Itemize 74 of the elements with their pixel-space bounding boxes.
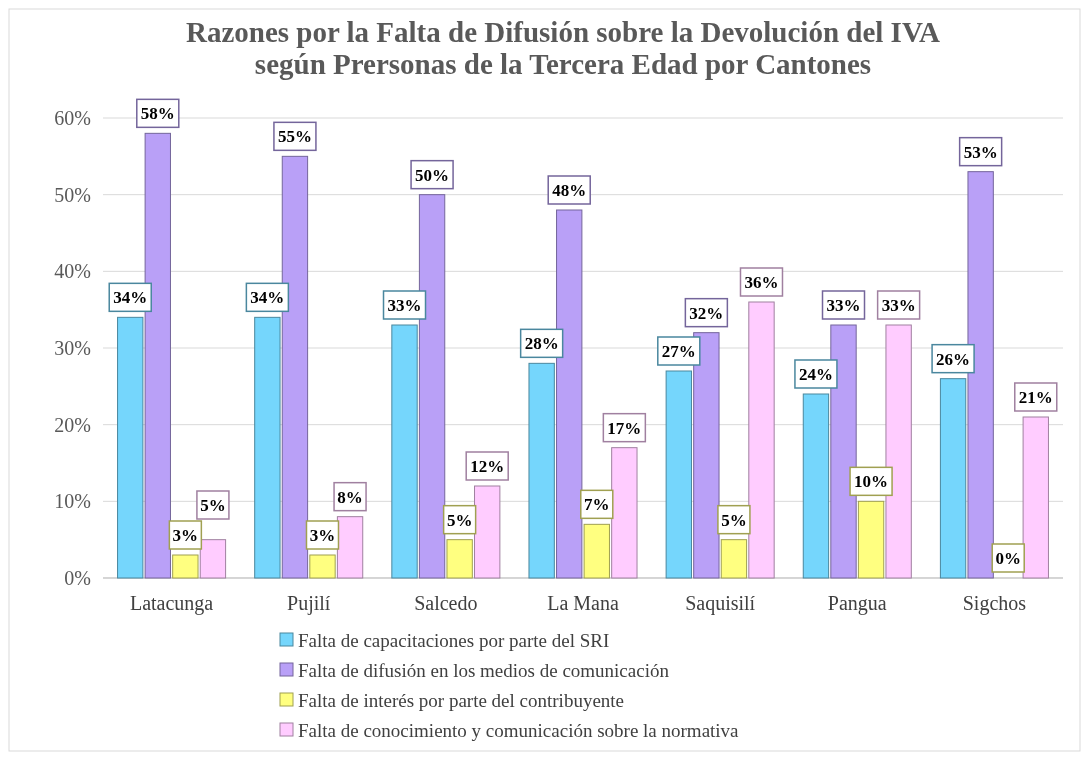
bar: [939, 378, 967, 579]
data-label: 5%: [721, 510, 747, 530]
bar: [309, 554, 336, 579]
data-label: 0%: [995, 548, 1021, 568]
y-tick-label: 40%: [54, 260, 91, 283]
bar: [748, 301, 775, 579]
y-tick-label: 20%: [54, 413, 91, 436]
legend-label: Falta de interés por parte del contribuyente: [298, 689, 625, 711]
bar: [474, 485, 501, 579]
data-label: 34%: [250, 288, 285, 308]
data-label: 5%: [446, 510, 473, 530]
bar: [556, 209, 583, 579]
bar: [885, 324, 912, 579]
x-tick-label: Pangua: [827, 592, 887, 615]
data-label: 34%: [113, 288, 148, 308]
bar: [830, 324, 857, 579]
bar: [1022, 416, 1049, 579]
bar: [802, 393, 830, 579]
y-tick-label: 60%: [54, 107, 91, 129]
legend-label: Falta de capacitaciones por parte del SRI: [298, 629, 610, 651]
data-label: 8%: [337, 487, 363, 507]
bar: [144, 132, 171, 579]
data-label: 21%: [1018, 387, 1053, 407]
bar: [967, 171, 994, 579]
data-label: 10%: [854, 472, 889, 492]
bar: [611, 447, 638, 579]
x-tick-label: Saquisilí: [685, 592, 756, 615]
chart-title: Razones por la Falta de Difusión sobre la Devolución del IVA según Prersonas de la Tercera Edad por Cantones: [185, 16, 941, 80]
data-label: 48%: [552, 180, 587, 200]
bar: [583, 523, 610, 579]
bar: [172, 554, 199, 579]
y-tick-label: 50%: [54, 183, 91, 206]
bar: [391, 324, 418, 579]
bar: [254, 316, 281, 579]
data-label: 36%: [744, 272, 779, 292]
legend-label: Falta de conocimiento y comunicación sobre la normativa: [298, 719, 740, 741]
x-tick-label: Pujilí: [287, 592, 331, 615]
bar: [446, 539, 473, 579]
bar: [720, 539, 748, 579]
data-label: 7%: [584, 495, 610, 515]
bar: [693, 332, 720, 579]
bar: [665, 370, 692, 579]
data-label: 24%: [798, 364, 833, 384]
data-label: 33%: [881, 295, 916, 315]
bar: [336, 516, 364, 579]
data-label: 53%: [963, 142, 998, 162]
data-label: 33%: [826, 295, 861, 315]
bar: [281, 155, 309, 579]
data-label: 3%: [309, 525, 336, 545]
x-tick-label: Latacunga: [129, 592, 214, 615]
bar: [857, 500, 885, 579]
data-label: 26%: [936, 349, 971, 369]
data-label: 28%: [524, 334, 559, 354]
data-label: 17%: [607, 418, 642, 438]
bar: [418, 194, 446, 579]
bar: [117, 316, 144, 579]
data-label: 3%: [172, 525, 199, 545]
y-tick-label: 10%: [54, 490, 91, 513]
legend-label: Falta de difusión en los medios de comunicación: [298, 659, 670, 681]
data-label: 32%: [689, 303, 724, 323]
y-tick-label: 0%: [64, 567, 91, 589]
data-label: 5%: [200, 495, 226, 515]
y-tick-label: 30%: [54, 337, 91, 359]
x-tick-label: Salcedo: [414, 592, 478, 614]
bar: [528, 362, 555, 579]
data-label: 33%: [387, 295, 422, 315]
data-label: 58%: [140, 104, 175, 124]
data-label: 50%: [415, 165, 450, 185]
data-label: 12%: [470, 456, 505, 476]
x-tick-label: Sigchos: [962, 592, 1027, 615]
data-label: 55%: [277, 127, 312, 147]
bar: [199, 539, 227, 579]
data-label: 27%: [661, 341, 696, 361]
x-tick-label: La Mana: [547, 592, 619, 614]
